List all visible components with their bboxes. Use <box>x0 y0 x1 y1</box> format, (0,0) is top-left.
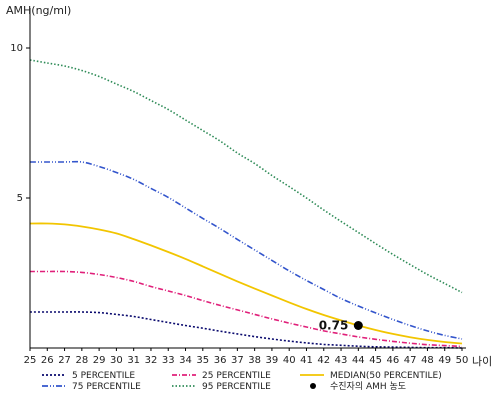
y-axis-title: AMH(ng/ml) <box>6 4 71 17</box>
x-tick-label: 30 <box>110 355 123 366</box>
patient-amh-point <box>353 321 363 330</box>
x-tick-label: 46 <box>387 355 400 366</box>
legend-label-p5: 5 PERCENTILE <box>72 371 135 381</box>
x-tick-label: 42 <box>317 355 330 366</box>
x-tick-label: 41 <box>300 355 313 366</box>
legend-label-patient-point: 수진자의 AMH 농도 <box>330 381 406 392</box>
y-tick-label: 10 <box>10 43 23 54</box>
x-tick-label: 27 <box>58 355 71 366</box>
x-tick-label: 49 <box>438 355 451 366</box>
series-line-p95 <box>29 59 463 294</box>
x-tick-label: 48 <box>421 355 434 366</box>
legend-label-p75: 75 PERCENTILE <box>72 382 141 392</box>
series-line-p75 <box>30 160 463 340</box>
series-line-p25 <box>29 270 463 348</box>
x-tick-label: 47 <box>404 355 417 366</box>
series-line-median <box>29 222 463 345</box>
x-tick-label: 34 <box>179 355 192 366</box>
x-tick-label: 32 <box>145 355 158 366</box>
series-line-p5 <box>29 311 463 349</box>
legend-label-median: MEDIAN(50 PERCENTILE) <box>330 371 442 381</box>
x-tick-label: 26 <box>41 355 54 366</box>
x-tick-label: 28 <box>75 355 88 366</box>
x-tick-label: 35 <box>196 355 209 366</box>
legend-swatch-patient-point <box>310 383 316 389</box>
x-tick-label: 44 <box>352 355 365 366</box>
x-tick-label: 45 <box>369 355 382 366</box>
x-tick-label: 40 <box>283 355 296 366</box>
x-tick-label: 33 <box>162 355 175 366</box>
x-tick-label: 37 <box>231 355 244 366</box>
x-tick-label: 39 <box>266 355 279 366</box>
legend-label-p95: 95 PERCENTILE <box>202 382 271 392</box>
patient-amh-value-label: 0.75 <box>319 319 349 333</box>
legend-label-p25: 25 PERCENTILE <box>202 371 271 381</box>
x-tick-label: 43 <box>335 355 348 366</box>
x-axis-title: 나이 <box>472 355 492 368</box>
x-tick-label: 25 <box>24 355 37 366</box>
x-tick-label: 50 <box>456 355 469 366</box>
x-tick-label: 29 <box>93 355 106 366</box>
x-tick-label: 31 <box>127 355 140 366</box>
x-tick-label: 38 <box>248 355 261 366</box>
x-tick-label: 36 <box>214 355 227 366</box>
y-tick-label: 5 <box>17 193 23 204</box>
